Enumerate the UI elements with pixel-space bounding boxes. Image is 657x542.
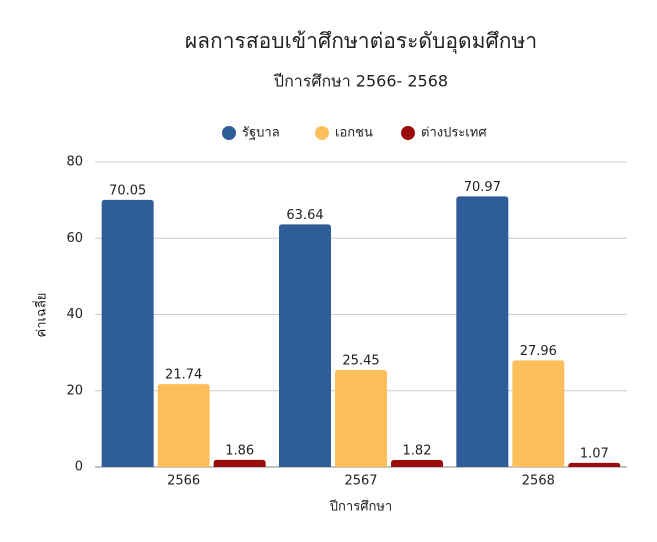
y-tick-label: 40 bbox=[66, 307, 83, 322]
data-label: 21.74 bbox=[165, 368, 202, 383]
x-tick-label: 2568 bbox=[522, 474, 555, 489]
legend-marker bbox=[315, 126, 329, 140]
legend-marker bbox=[222, 126, 236, 140]
y-tick-label: 80 bbox=[66, 155, 83, 170]
data-label: 70.97 bbox=[464, 180, 501, 195]
bar bbox=[512, 360, 565, 467]
bar bbox=[456, 196, 509, 467]
data-label: 63.64 bbox=[286, 208, 323, 223]
data-label: 1.82 bbox=[403, 444, 432, 459]
x-tick-label: 2566 bbox=[167, 474, 200, 489]
bar bbox=[157, 384, 210, 467]
chart-title: ผลการสอบเข้าศึกษาต่อระดับอุดมศึกษา bbox=[185, 29, 537, 54]
legend-marker bbox=[401, 126, 415, 140]
data-label: 1.86 bbox=[225, 443, 254, 458]
legend-label: ต่างประเทศ bbox=[421, 126, 487, 141]
legend-label: รัฐบาล bbox=[242, 126, 280, 141]
bar bbox=[101, 199, 154, 467]
y-tick-label: 60 bbox=[66, 231, 83, 246]
x-axis-label: ปีการศึกษา bbox=[329, 499, 392, 515]
data-label: 25.45 bbox=[342, 353, 379, 368]
bar bbox=[335, 369, 387, 467]
y-tick-label: 20 bbox=[66, 383, 83, 398]
y-tick-label: 0 bbox=[75, 460, 83, 475]
bar bbox=[213, 459, 266, 467]
x-tick-label: 2567 bbox=[344, 474, 377, 489]
data-label: 27.96 bbox=[520, 344, 557, 359]
data-label: 70.05 bbox=[109, 183, 146, 198]
data-label: 1.07 bbox=[580, 446, 609, 461]
y-axis-label: ค่าเฉลี่ย bbox=[33, 293, 50, 338]
bar bbox=[568, 462, 621, 467]
bar bbox=[391, 460, 443, 467]
bar bbox=[279, 224, 331, 467]
chart-subtitle: ปีการศึกษา 2566- 2568 bbox=[274, 72, 449, 91]
legend-label: เอกชน bbox=[335, 126, 373, 141]
